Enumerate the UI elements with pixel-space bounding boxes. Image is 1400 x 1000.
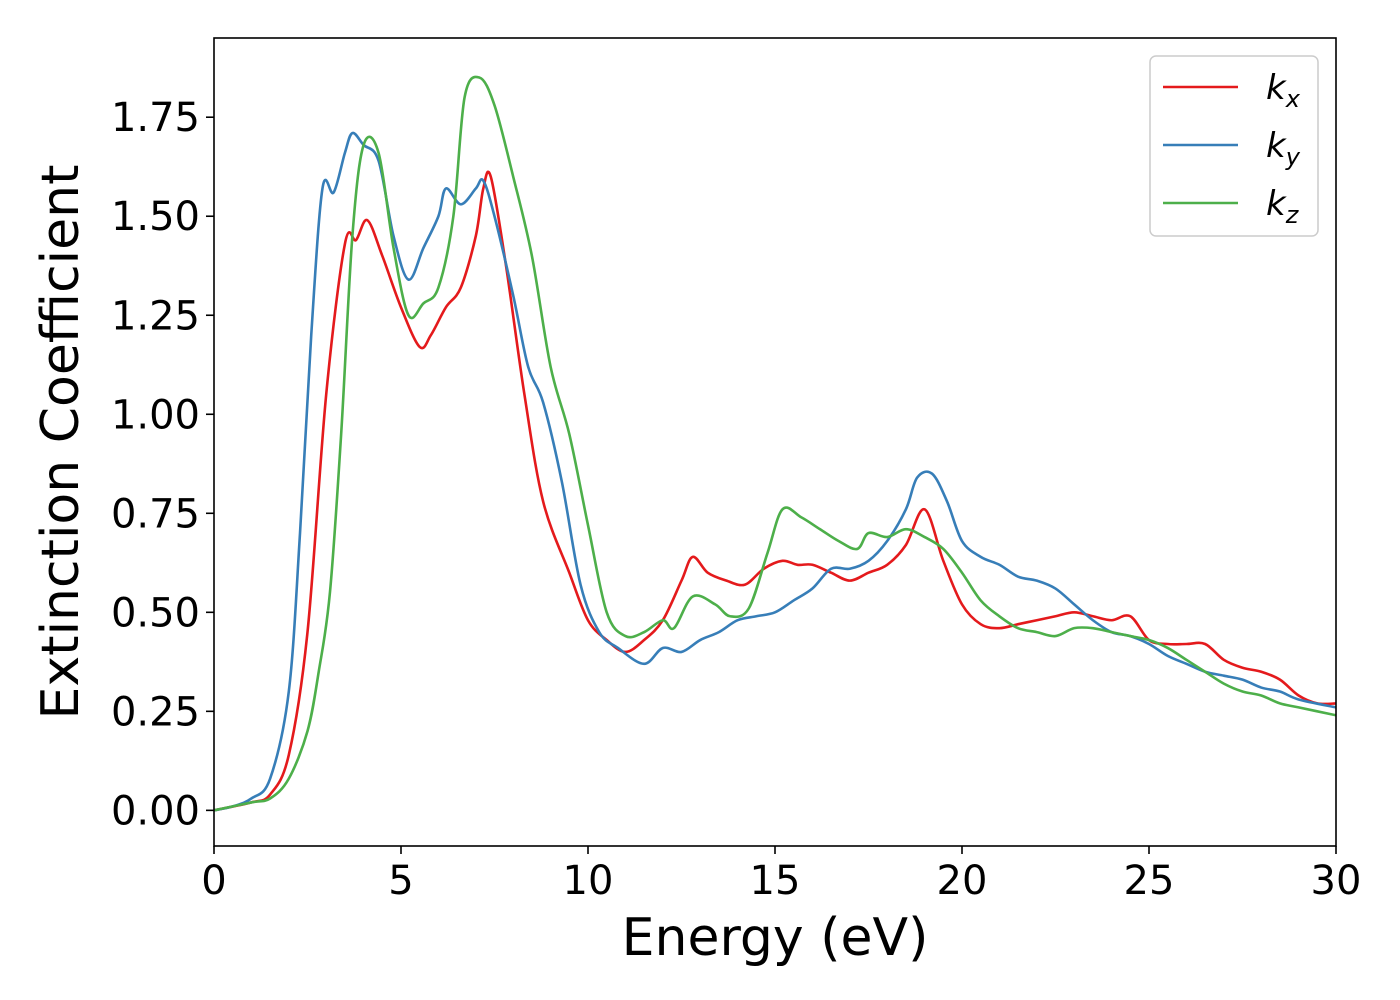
x-tick-label: 25 bbox=[1124, 858, 1175, 904]
legend-label-main: k bbox=[1266, 126, 1287, 166]
x-axis: 0 5 10 15 20 25 30 bbox=[201, 846, 1361, 904]
y-axis-title: Extinction Coefficient bbox=[31, 165, 91, 720]
x-tick-label: 5 bbox=[388, 858, 413, 904]
legend-label-ky: ky bbox=[1266, 126, 1301, 171]
y-tick-label: 0.50 bbox=[111, 590, 200, 636]
y-tick-label: 1.25 bbox=[111, 293, 200, 339]
legend-label-main: k bbox=[1266, 184, 1287, 224]
y-axis: 0.00 0.25 0.50 0.75 1.00 1.25 1.50 1.75 bbox=[111, 95, 214, 834]
legend-label-main: k bbox=[1266, 68, 1287, 108]
x-axis-title: Energy (eV) bbox=[622, 908, 929, 968]
x-tick-label: 15 bbox=[750, 858, 801, 904]
legend-label-subscript: x bbox=[1285, 85, 1301, 113]
y-tick-label: 0.25 bbox=[111, 689, 200, 735]
x-tick-label: 10 bbox=[563, 858, 614, 904]
series-layer bbox=[214, 75, 1336, 812]
legend-label-kz: kz bbox=[1266, 184, 1300, 229]
y-tick-label: 0.00 bbox=[111, 788, 200, 834]
legend-label-subscript: z bbox=[1285, 201, 1300, 229]
x-tick-label: 30 bbox=[1311, 858, 1362, 904]
series-line-ky bbox=[214, 131, 1336, 812]
y-tick-label: 1.75 bbox=[111, 95, 200, 141]
legend-label-subscript: y bbox=[1285, 143, 1301, 171]
x-tick-label: 20 bbox=[937, 858, 988, 904]
y-tick-label: 1.50 bbox=[111, 194, 200, 240]
y-tick-label: 1.00 bbox=[111, 392, 200, 438]
x-tick-label: 0 bbox=[201, 858, 226, 904]
series-line-kz bbox=[214, 75, 1336, 812]
legend-label-kx: kx bbox=[1266, 68, 1301, 113]
y-tick-label: 0.75 bbox=[111, 491, 200, 537]
series-line-kx bbox=[214, 170, 1336, 812]
